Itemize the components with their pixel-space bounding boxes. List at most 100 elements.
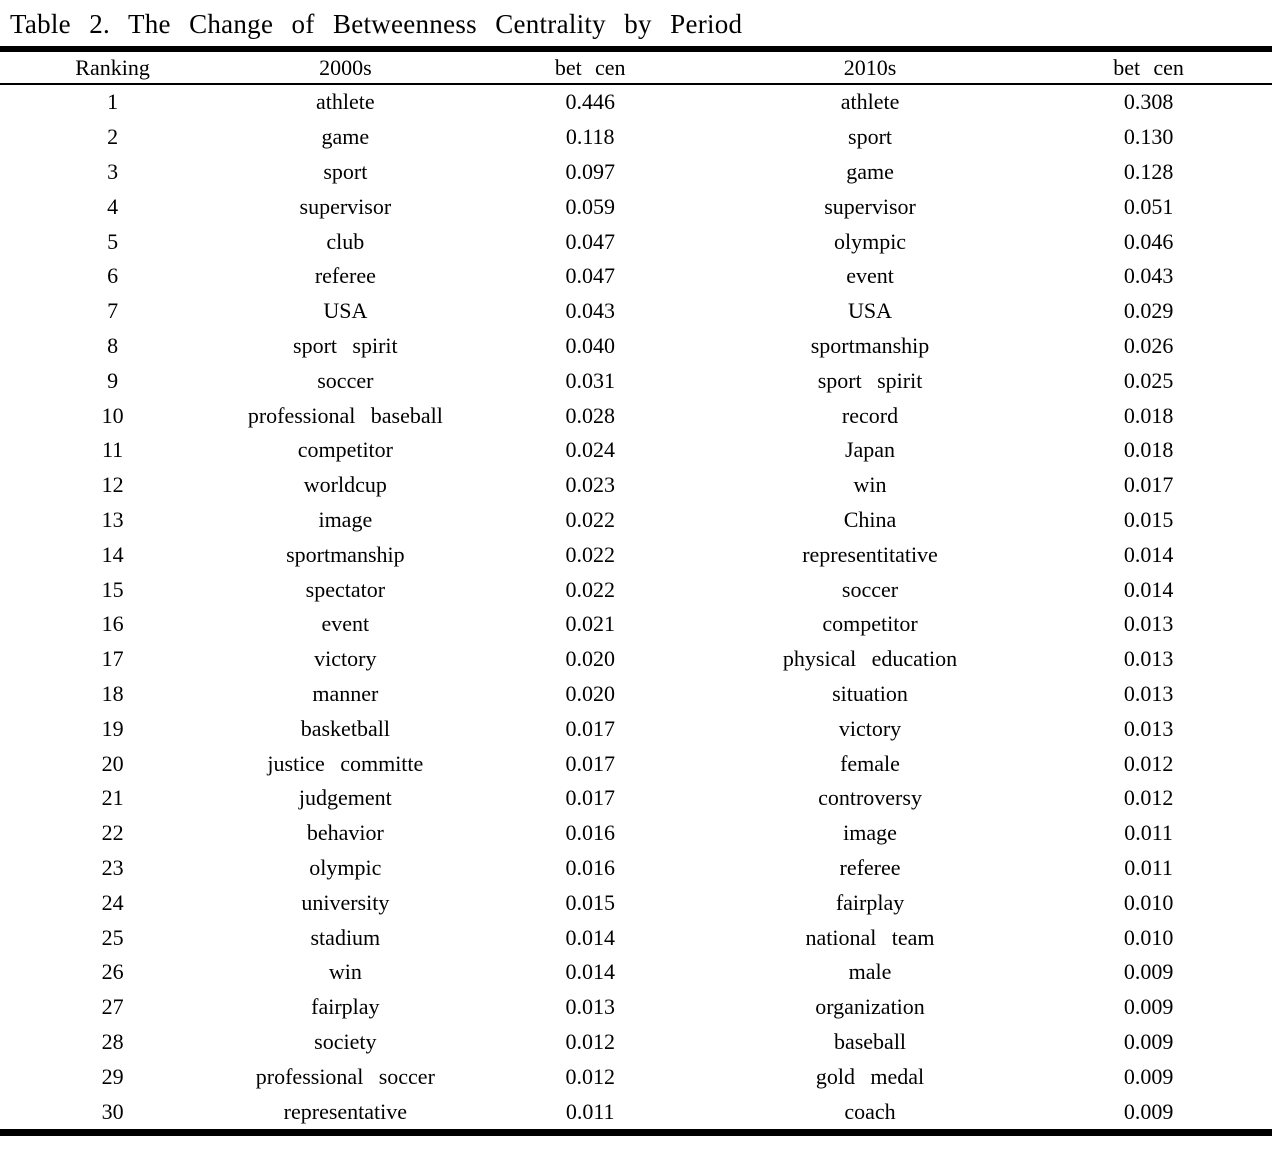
ranking-cell: 12: [101, 472, 124, 498]
ranking-cell: 29: [101, 1063, 124, 1089]
betcen-2000s-cell: 0.118: [565, 124, 615, 150]
betcen-2010s-cell: 0.009: [1123, 1028, 1174, 1054]
term-2010s-cell: win: [853, 472, 887, 498]
betcen-2000s-cell: 0.022: [565, 506, 615, 532]
term-2000s-cell: fairplay: [311, 994, 380, 1020]
betcen-2010s-cell: 0.018: [1123, 437, 1174, 463]
ranking-cell: 4: [107, 193, 119, 219]
ranking-cell: 20: [101, 750, 124, 776]
term-2010s-cell: male: [848, 959, 892, 985]
betcen-2010s-cell: 0.130: [1123, 124, 1174, 150]
betcen-2000s-cell: 0.020: [565, 680, 615, 706]
ranking-cell: 10: [101, 402, 124, 428]
term-2000s-cell: club: [326, 228, 365, 254]
column-header-betcen-2000s: bet cen: [465, 49, 715, 85]
betcen-2000s-cell: 0.023: [565, 472, 615, 498]
betcen-2010s-cell: 0.017: [1123, 472, 1174, 498]
term-2010s-cell: athlete: [840, 89, 900, 115]
betcen-2010s-cell: 0.011: [1124, 854, 1173, 880]
betcen-2010s-cell: 0.026: [1123, 332, 1174, 358]
term-2010s-cell: olympic: [833, 228, 907, 254]
column-header-ranking: Ranking: [0, 49, 226, 85]
term-2010s-cell: soccer: [841, 576, 899, 602]
ranking-cell: 18: [101, 680, 124, 706]
betcen-2010s-cell: 0.308: [1123, 89, 1174, 115]
term-2010s-cell: competitor: [822, 611, 918, 637]
ranking-cell: 23: [101, 854, 124, 880]
table-row: 12 worldcup 0.023 win 0.017: [0, 468, 1272, 503]
table-row: 6 referee 0.047 event 0.043: [0, 259, 1272, 294]
term-2000s-cell: society: [314, 1028, 377, 1054]
term-2010s-cell: record: [841, 402, 899, 428]
term-2010s-cell: situation: [832, 680, 908, 706]
term-2010s-cell: supervisor: [824, 193, 916, 219]
column-header-2010s: 2010s: [714, 49, 1026, 85]
term-2010s-cell: sportmanship: [810, 332, 930, 358]
term-2000s-cell: judgement: [298, 785, 392, 811]
table-row: 24 university 0.015 fairplay 0.010: [0, 885, 1272, 920]
term-2000s-cell: professional soccer: [255, 1063, 435, 1089]
term-2010s-cell: gold medal: [815, 1063, 925, 1089]
table-row: 5 club 0.047 olympic 0.046: [0, 224, 1272, 259]
term-2010s-cell: game: [846, 158, 894, 184]
ranking-cell: 25: [101, 924, 124, 950]
betcen-2000s-cell: 0.047: [565, 263, 615, 289]
ranking-cell: 28: [101, 1028, 124, 1054]
betcen-2000s-cell: 0.097: [565, 158, 615, 184]
term-2000s-cell: victory: [314, 646, 377, 672]
betcen-2000s-cell: 0.016: [565, 854, 615, 880]
term-2000s-cell: image: [318, 506, 373, 532]
ranking-cell: 21: [101, 785, 124, 811]
betcen-2010s-cell: 0.014: [1123, 541, 1174, 567]
betcen-2000s-cell: 0.015: [565, 889, 615, 915]
table-row: 28 society 0.012 baseball 0.009: [0, 1025, 1272, 1060]
table-row: 10 professional baseball 0.028 record 0.018: [0, 398, 1272, 433]
term-2010s-cell: image: [843, 820, 897, 846]
table-row: 18 manner 0.020 situation 0.013: [0, 677, 1272, 712]
table-row: 2 game 0.118 sport 0.130: [0, 120, 1272, 155]
betcen-2000s-cell: 0.040: [565, 332, 615, 358]
ranking-cell: 6: [107, 263, 119, 289]
betcen-2010s-cell: 0.029: [1123, 298, 1174, 324]
betcen-2010s-cell: 0.010: [1123, 924, 1174, 950]
betcen-2010s-cell: 0.025: [1123, 367, 1174, 393]
betcen-2000s-cell: 0.022: [565, 541, 615, 567]
table-row: 29 professional soccer 0.012 gold medal 0.00…: [0, 1059, 1272, 1094]
term-2000s-cell: USA: [323, 298, 368, 324]
table-row: 17 victory 0.020 physical education 0.013: [0, 642, 1272, 677]
table-row: 13 image 0.022 China 0.015: [0, 503, 1272, 538]
betcen-2010s-cell: 0.046: [1123, 228, 1174, 254]
term-2000s-cell: stadium: [310, 924, 381, 950]
term-2010s-cell: Japan: [844, 437, 896, 463]
betcen-2010s-cell: 0.128: [1123, 158, 1174, 184]
betcen-2000s-cell: 0.017: [565, 750, 615, 776]
ranking-cell: 8: [107, 332, 119, 358]
table-row: 4 supervisor 0.059 supervisor 0.051: [0, 189, 1272, 224]
term-2000s-cell: worldcup: [303, 472, 387, 498]
table-row: 27 fairplay 0.013 organization 0.009: [0, 990, 1272, 1025]
term-2000s-cell: professional baseball: [247, 402, 443, 428]
table-caption: Table 2. The Change of Betweenness Centr…: [10, 9, 743, 39]
term-2000s-cell: competitor: [297, 437, 393, 463]
betcen-2000s-cell: 0.047: [565, 228, 615, 254]
table-row: 21 judgement 0.017 controversy 0.012: [0, 781, 1272, 816]
term-2000s-cell: behavior: [306, 820, 384, 846]
ranking-cell: 3: [107, 158, 119, 184]
betcen-2010s-cell: 0.014: [1123, 576, 1174, 602]
table-row: 19 basketball 0.017 victory 0.013: [0, 711, 1272, 746]
table-body: 1 athlete 0.446 athlete 0.308 2 game 0.118 sport…: [0, 84, 1272, 1132]
betcen-2000s-cell: 0.024: [565, 437, 615, 463]
term-2010s-cell: victory: [838, 715, 902, 741]
table-row: 30 representative 0.011 coach 0.009: [0, 1094, 1272, 1132]
betcen-2000s-cell: 0.043: [565, 298, 615, 324]
table-row: 8 sport spirit 0.040 sportmanship 0.026: [0, 329, 1272, 364]
column-header-2000s: 2000s: [225, 49, 466, 85]
term-2010s-cell: coach: [844, 1098, 896, 1124]
betcen-2010s-cell: 0.043: [1123, 263, 1174, 289]
ranking-cell: 19: [101, 715, 124, 741]
betcen-2000s-cell: 0.011: [565, 1098, 615, 1124]
betcen-2010s-cell: 0.009: [1123, 1063, 1174, 1089]
ranking-cell: 16: [101, 611, 124, 637]
betcen-2010s-cell: 0.009: [1123, 959, 1174, 985]
betcen-2010s-cell: 0.013: [1123, 611, 1174, 637]
